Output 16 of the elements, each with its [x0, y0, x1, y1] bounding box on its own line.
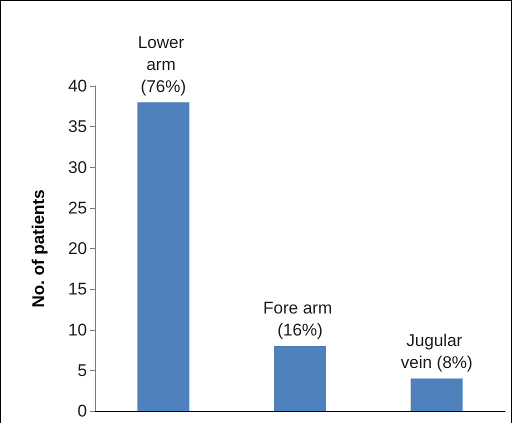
y-tick-label: 25	[68, 198, 87, 218]
y-tick-label: 35	[68, 117, 87, 136]
y-tick-label: 10	[68, 320, 87, 340]
y-tick-label: 20	[68, 239, 87, 258]
y-tick-label: 5	[78, 360, 87, 380]
y-tick-label: 15	[68, 280, 87, 299]
x-tick-label: Fore arm (16%)	[263, 298, 337, 340]
y-tick-label: 30	[68, 158, 87, 177]
bar	[137, 102, 190, 411]
y-axis-title: No. of patients	[29, 189, 48, 308]
bar	[274, 346, 326, 411]
x-tick-label: Jugular vein (8%)	[400, 331, 473, 372]
x-tick-label: Lower arm (76%)	[138, 32, 189, 96]
bar	[410, 378, 463, 411]
y-tick-label: 0	[78, 402, 87, 420]
y-tick-label: 40	[68, 76, 87, 96]
